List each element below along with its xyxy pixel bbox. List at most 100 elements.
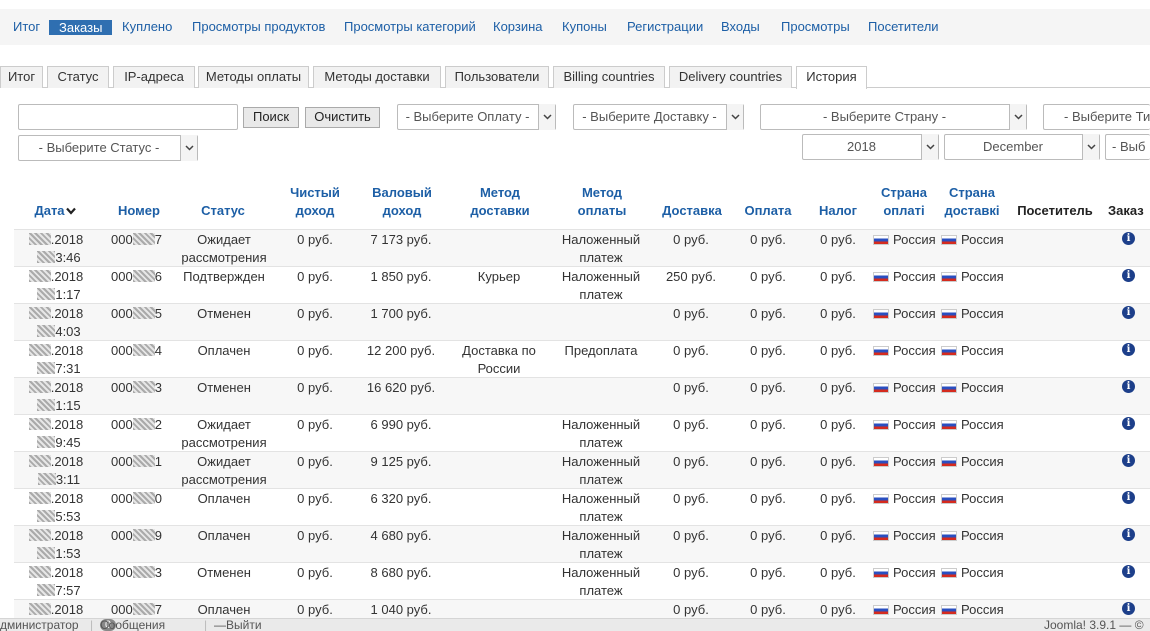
header-ship-method[interactable]: Метод доставки xyxy=(470,185,530,218)
tab-status[interactable]: Статус xyxy=(47,66,109,88)
search-input[interactable] xyxy=(18,104,238,130)
info-icon[interactable]: i xyxy=(1122,343,1135,356)
chevron-down-icon xyxy=(726,104,743,130)
info-icon[interactable]: i xyxy=(1122,380,1135,393)
order-date: .2018 1:17 xyxy=(14,268,98,304)
order-number: 000 2 xyxy=(111,417,162,432)
info-icon[interactable]: i xyxy=(1122,269,1135,282)
order-status: Ожидает рассмотрения xyxy=(181,232,267,265)
header-ship-country[interactable]: Страна доставкі xyxy=(944,185,1000,218)
redacted-date xyxy=(28,529,51,541)
shipping-cost: 0 руб. xyxy=(673,565,709,580)
order-number: 000 1 xyxy=(111,454,162,469)
clear-button[interactable]: Очистить xyxy=(305,107,380,128)
header-number[interactable]: Номер xyxy=(118,203,160,218)
nav-logins[interactable]: Входы xyxy=(721,19,760,34)
status-bar: дминистратор | 0 Сообщения | — Выйти Joo… xyxy=(0,618,1150,631)
footer-user[interactable]: дминистратор xyxy=(0,618,79,631)
extra-select-value: - Выб xyxy=(1112,139,1146,154)
russia-flag-icon xyxy=(873,605,889,615)
tab-history[interactable]: История xyxy=(796,66,867,89)
gross-income: 1 040 руб. xyxy=(370,602,432,617)
type-select[interactable]: - Выберите Тип П xyxy=(1043,104,1150,130)
status-select[interactable]: - Выберите Статус - xyxy=(18,135,198,161)
redacted-number xyxy=(132,455,155,467)
header-net-income[interactable]: Чистый доход xyxy=(290,185,340,218)
table-row: .2018 7:57 000 3 Отменен 0 руб. 8 680 руб. Нало… xyxy=(14,562,1150,599)
order-status: Отменен xyxy=(197,306,251,321)
payment-cost: 0 руб. xyxy=(750,306,786,321)
russia-flag-icon xyxy=(941,272,957,282)
nav-category-views[interactable]: Просмотры категорий xyxy=(344,19,476,34)
header-bill-country[interactable]: Страна оплаті xyxy=(880,185,927,218)
messages-badge: 0 xyxy=(100,619,117,631)
bill-country: Россия xyxy=(873,268,943,286)
header-shipping[interactable]: Доставка xyxy=(662,203,722,218)
header-pay-method[interactable]: Метод оплаты xyxy=(577,185,627,218)
tab-delivery-methods[interactable]: Методы доставки xyxy=(313,66,441,88)
tab-ip[interactable]: IP-адреса xyxy=(113,66,195,88)
nav-itog[interactable]: Итог xyxy=(13,19,41,34)
shipping-cost: 0 руб. xyxy=(673,232,709,247)
info-icon[interactable]: i xyxy=(1122,528,1135,541)
nav-visitors[interactable]: Посетители xyxy=(868,19,939,34)
bill-country: Россия xyxy=(873,453,943,471)
chevron-down-icon xyxy=(1082,134,1099,160)
chevron-down-icon xyxy=(1009,104,1026,130)
gross-income: 9 125 руб. xyxy=(370,454,432,469)
header-payment[interactable]: Оплата xyxy=(744,203,792,218)
extra-select[interactable]: - Выб xyxy=(1105,134,1150,160)
search-button[interactable]: Поиск xyxy=(243,107,299,128)
net-income: 0 руб. xyxy=(297,306,333,321)
nav-coupons[interactable]: Купоны xyxy=(562,19,607,34)
nav-orders[interactable]: Заказы xyxy=(49,20,113,35)
info-icon[interactable]: i xyxy=(1122,417,1135,430)
info-icon[interactable]: i xyxy=(1122,454,1135,467)
russia-flag-icon xyxy=(873,494,889,504)
info-icon[interactable]: i xyxy=(1122,565,1135,578)
info-icon[interactable]: i xyxy=(1122,306,1135,319)
delivery-select[interactable]: - Выберите Доставку - xyxy=(573,104,744,130)
tab-itog[interactable]: Итог xyxy=(0,66,43,88)
order-number: 000 7 xyxy=(111,602,162,617)
month-select[interactable]: December xyxy=(944,134,1100,160)
order-date: .2018 7:31 xyxy=(14,342,98,378)
redacted-time xyxy=(37,436,56,448)
tax-value: 0 руб. xyxy=(820,306,856,321)
pay-method: Наложенный платеж xyxy=(561,528,641,561)
year-select[interactable]: 2018 xyxy=(802,134,939,160)
net-income: 0 руб. xyxy=(297,417,333,432)
russia-flag-icon xyxy=(873,309,889,319)
tab-delivery-countries[interactable]: Delivery countries xyxy=(669,66,792,88)
nav-purchased[interactable]: Куплено xyxy=(122,19,173,34)
payment-cost: 0 руб. xyxy=(750,528,786,543)
info-icon[interactable]: i xyxy=(1122,232,1135,245)
nav-product-views[interactable]: Просмотры продуктов xyxy=(192,19,326,34)
country-select[interactable]: - Выберите Страну - xyxy=(760,104,1027,130)
header-gross-income[interactable]: Валовый доход xyxy=(372,185,432,218)
redacted-date xyxy=(28,344,51,356)
header-date[interactable]: Дата xyxy=(20,202,90,220)
ship-country: Россия xyxy=(941,305,1011,323)
header-tax[interactable]: Налог xyxy=(818,203,858,218)
nav-cart[interactable]: Корзина xyxy=(493,19,543,34)
russia-flag-icon xyxy=(941,309,957,319)
redacted-date xyxy=(28,270,51,282)
ship-country: Россия xyxy=(941,527,1011,545)
info-icon[interactable]: i xyxy=(1122,602,1135,615)
info-icon[interactable]: i xyxy=(1122,491,1135,504)
header-status[interactable]: Статус xyxy=(201,203,245,218)
payment-select[interactable]: - Выберите Оплату - xyxy=(397,104,556,130)
footer-logout[interactable]: — Выйти xyxy=(214,618,262,631)
tab-payment-methods[interactable]: Методы оплаты xyxy=(198,66,309,88)
nav-registrations[interactable]: Регистрации xyxy=(627,19,704,34)
ship-country: Россия xyxy=(941,342,1011,360)
nav-views[interactable]: Просмотры xyxy=(781,19,850,34)
tab-users[interactable]: Пользователи xyxy=(445,66,549,88)
table-row: .2018 9:45 000 2 Ожидает рассмотрения 0 руб. 6 … xyxy=(14,414,1150,451)
tab-billing-countries[interactable]: Billing countries xyxy=(553,66,665,88)
payment-cost: 0 руб. xyxy=(750,232,786,247)
order-number: 000 5 xyxy=(111,306,162,321)
pay-method: Наложенный платеж xyxy=(561,454,641,487)
order-status: Ожидает рассмотрения xyxy=(181,454,267,487)
